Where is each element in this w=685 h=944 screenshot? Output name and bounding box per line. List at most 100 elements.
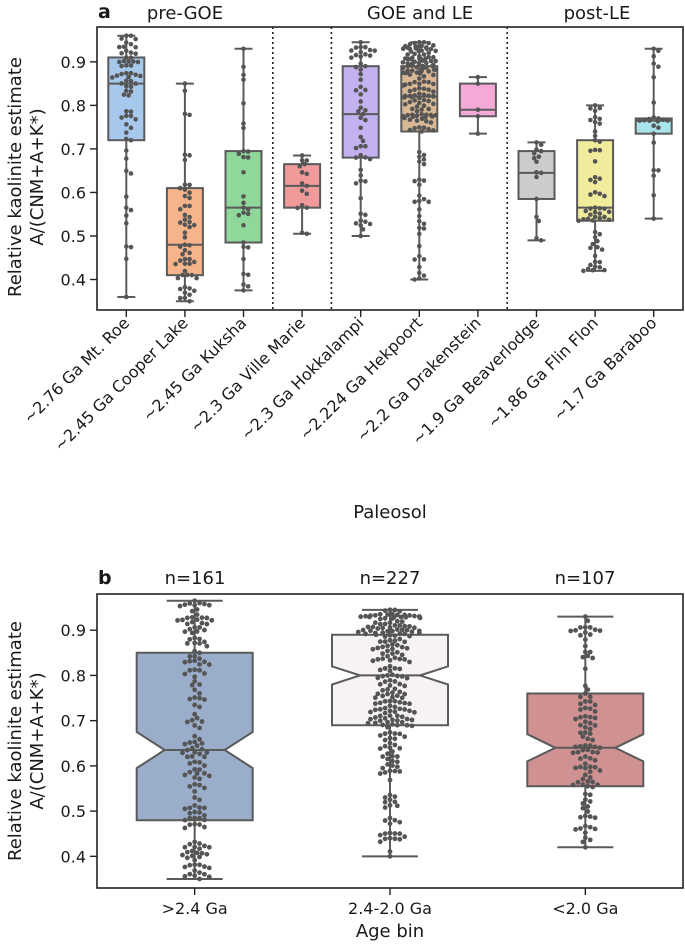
data-point (241, 77, 246, 83)
data-point (189, 608, 195, 614)
data-point (394, 673, 400, 679)
data-point (597, 231, 603, 237)
data-point (192, 809, 198, 815)
data-point (390, 763, 395, 768)
data-point (656, 64, 661, 69)
data-point (582, 761, 588, 767)
data-point (390, 749, 395, 754)
data-point (402, 656, 408, 662)
swarm-1-7-ga-baraboo (637, 46, 671, 221)
data-point (182, 242, 188, 247)
data-point (236, 212, 242, 218)
data-point (417, 218, 422, 224)
data-point (590, 655, 596, 661)
data-point (407, 81, 413, 87)
data-point (133, 117, 138, 122)
data-point (370, 646, 376, 652)
data-point (665, 118, 671, 123)
data-point (204, 851, 210, 857)
data-point (124, 48, 129, 54)
data-point (358, 39, 364, 45)
data-point (538, 170, 544, 176)
data-point (199, 620, 205, 626)
box-body (107, 56, 146, 142)
data-point (426, 40, 431, 46)
data-point (363, 117, 368, 123)
data-point (182, 81, 188, 86)
data-point (588, 106, 593, 111)
data-point (592, 108, 598, 114)
data-point (578, 632, 583, 638)
data-point (421, 157, 427, 162)
data-point (592, 744, 598, 750)
data-point (202, 671, 207, 676)
data-point (582, 713, 588, 719)
data-point (187, 667, 193, 673)
data-point (206, 874, 212, 880)
data-point (417, 81, 422, 87)
data-point (428, 46, 434, 52)
data-point (582, 823, 588, 829)
data-point (387, 637, 393, 643)
x-tick-label-2-45-ga-kuksha: ~2.45 Ga Kuksha (139, 313, 251, 425)
data-point (582, 772, 588, 778)
data-point (182, 235, 188, 240)
data-point (399, 627, 405, 633)
data-point (192, 648, 198, 654)
data-point (363, 52, 368, 57)
data-point (202, 817, 207, 823)
data-point (241, 271, 246, 277)
data-point (582, 649, 588, 655)
data-point (356, 109, 361, 114)
data-point (392, 704, 398, 710)
data-point (382, 679, 388, 685)
data-point (387, 624, 393, 630)
data-point (182, 157, 188, 163)
data-point (417, 39, 422, 45)
data-point (197, 776, 202, 782)
data-point (407, 117, 413, 123)
data-point (241, 288, 246, 293)
data-point (358, 218, 364, 223)
data-point (592, 702, 598, 708)
data-point (592, 627, 598, 633)
data-point (182, 741, 188, 747)
data-point (431, 128, 436, 133)
data-point (534, 214, 539, 220)
data-point (372, 707, 378, 713)
data-point (588, 117, 593, 123)
data-point (128, 89, 134, 94)
data-point (651, 192, 656, 198)
data-point (184, 615, 190, 621)
data-point (124, 220, 129, 226)
data-point (124, 88, 129, 94)
data-point (390, 646, 395, 652)
data-point (417, 270, 422, 276)
data-point (417, 276, 422, 281)
data-point (538, 142, 544, 148)
data-point (192, 635, 198, 641)
data-point (412, 199, 417, 205)
data-point (592, 179, 598, 185)
data-point (304, 183, 310, 189)
data-point (587, 755, 593, 761)
data-point (419, 116, 425, 122)
data-point (399, 695, 405, 701)
data-point (592, 159, 598, 164)
data-point (302, 161, 307, 167)
data-point (392, 633, 398, 639)
data-point (402, 639, 408, 645)
data-point (192, 873, 198, 879)
data-point (421, 257, 427, 262)
data-point (578, 694, 583, 700)
data-point (128, 137, 134, 143)
data-point (398, 614, 404, 620)
data-point (191, 288, 197, 294)
data-point (204, 621, 210, 627)
data-point (124, 244, 129, 249)
data-point (399, 714, 405, 720)
data-point (192, 687, 198, 693)
data-point (182, 256, 188, 262)
data-point (390, 628, 395, 634)
data-point (582, 630, 588, 635)
